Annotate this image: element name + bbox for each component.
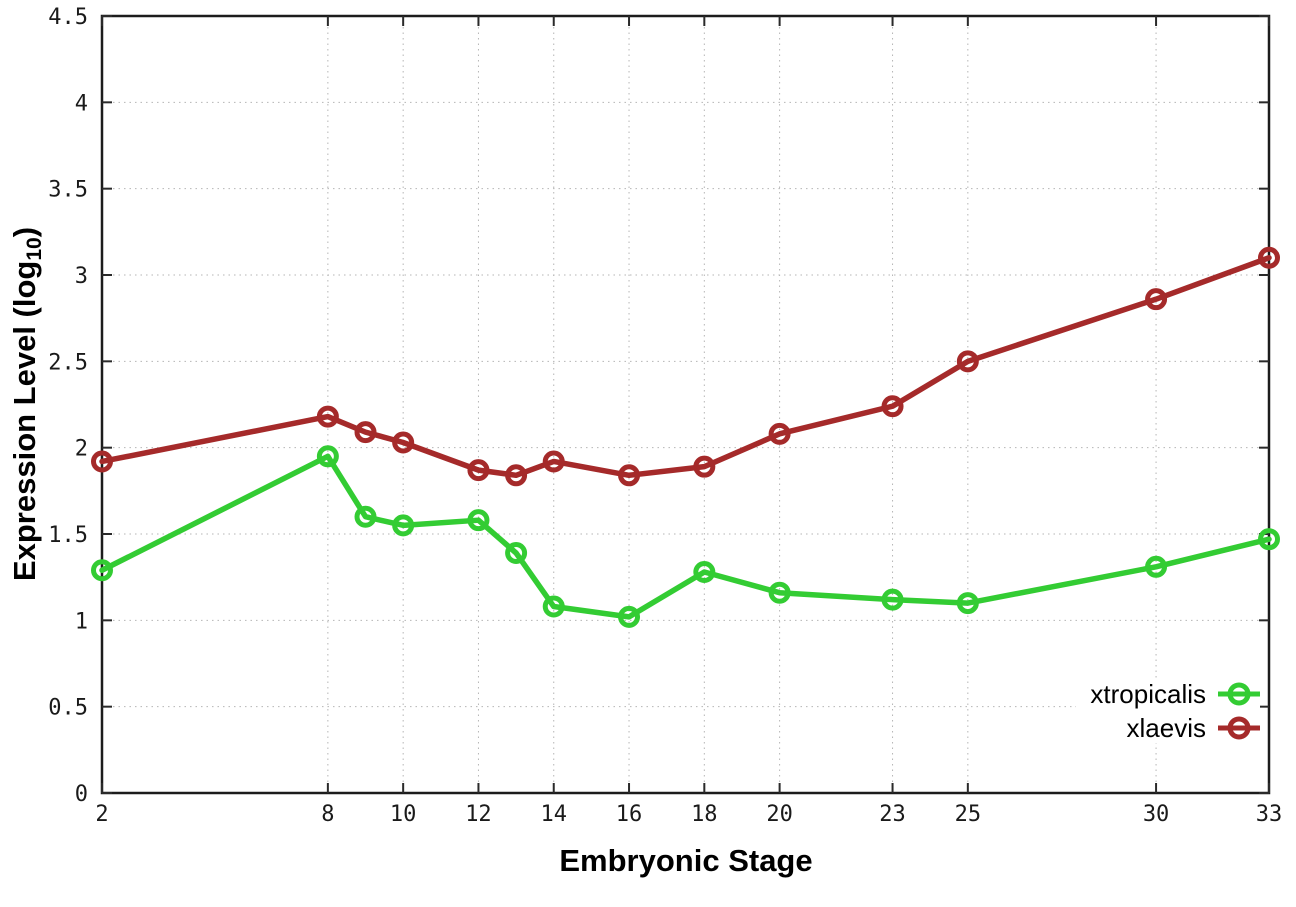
data-point-xtropicalis-18 bbox=[693, 560, 716, 583]
data-point-xtropicalis-14 bbox=[542, 595, 565, 618]
data-point-xlaevis-30 bbox=[1145, 288, 1168, 311]
data-point-xtropicalis-8 bbox=[316, 445, 339, 468]
data-point-xtropicalis-16 bbox=[618, 605, 641, 628]
x-tick-label: 12 bbox=[465, 802, 492, 827]
plot-border bbox=[100, 14, 1271, 795]
legend-marker-glyph bbox=[1227, 716, 1251, 740]
data-point-xtropicalis-20 bbox=[768, 581, 791, 604]
y-axis-title: Expression Level (log10) bbox=[7, 227, 47, 581]
y-tick-label: 2 bbox=[75, 437, 88, 462]
data-point-xtropicalis-10 bbox=[392, 514, 415, 537]
data-point-xlaevis-2 bbox=[91, 450, 113, 473]
data-point-xlaevis-33 bbox=[1258, 246, 1280, 269]
data-point-xlaevis-23 bbox=[881, 395, 904, 418]
x-tick-label: 8 bbox=[321, 802, 334, 827]
legend-marker-0 bbox=[1218, 682, 1260, 706]
legend: xtropicalis xlaevis bbox=[1076, 679, 1260, 743]
y-tick-label: 1.5 bbox=[48, 523, 88, 548]
y-tick-label: 2.5 bbox=[48, 350, 88, 375]
series-line-xtropicalis bbox=[99, 453, 1272, 620]
data-point-xlaevis-13 bbox=[505, 464, 528, 487]
data-point-xlaevis-25 bbox=[956, 350, 979, 373]
data-point-xlaevis-20 bbox=[768, 422, 791, 445]
data-point-xlaevis-9 bbox=[354, 421, 377, 444]
data-point-xlaevis-10 bbox=[392, 431, 415, 454]
x-tick-label: 18 bbox=[691, 802, 718, 827]
data-point-xlaevis-18 bbox=[693, 455, 716, 478]
x-tick-label: 33 bbox=[1256, 802, 1283, 827]
y-tick-label: 4.5 bbox=[48, 5, 88, 30]
data-point-xlaevis-16 bbox=[618, 464, 641, 487]
data-point-xtropicalis-9 bbox=[354, 505, 377, 528]
y-axis-title-text: Expression Level (log bbox=[7, 260, 42, 582]
legend-marker-1 bbox=[1218, 716, 1260, 740]
x-tick-label: 10 bbox=[390, 802, 417, 827]
x-tick-label: 23 bbox=[879, 802, 906, 827]
x-tick-label: 20 bbox=[766, 802, 793, 827]
y-tick-label: 3 bbox=[75, 264, 88, 289]
data-point-xtropicalis-25 bbox=[956, 592, 979, 615]
data-point-xlaevis-12 bbox=[467, 459, 490, 482]
legend-label: xlaevis bbox=[1126, 712, 1206, 743]
legend-marker-glyph bbox=[1227, 682, 1251, 706]
legend-label: xtropicalis bbox=[1090, 678, 1206, 709]
data-point-xlaevis-14 bbox=[542, 450, 565, 473]
y-tick-label: 0 bbox=[75, 782, 88, 807]
y-tick-label: 0.5 bbox=[48, 696, 88, 721]
x-tick-label: 25 bbox=[955, 802, 982, 827]
x-tick-label: 2 bbox=[95, 802, 108, 827]
data-point-xtropicalis-23 bbox=[881, 588, 904, 611]
data-point-xlaevis-8 bbox=[316, 405, 339, 428]
data-point-xtropicalis-33 bbox=[1258, 528, 1280, 551]
x-tick-label: 16 bbox=[616, 802, 643, 827]
series-line-xlaevis bbox=[99, 254, 1272, 479]
data-point-xtropicalis-13 bbox=[505, 541, 528, 564]
y-axis-title-subscript: 10 bbox=[23, 237, 46, 261]
legend-entry-xlaevis: xlaevis bbox=[1090, 713, 1260, 743]
y-axis-title-suffix: ) bbox=[7, 226, 42, 238]
y-tick-label: 4 bbox=[75, 91, 88, 116]
x-tick-label: 30 bbox=[1143, 802, 1170, 827]
data-point-xtropicalis-30 bbox=[1145, 555, 1168, 578]
x-axis-title: Embryonic Stage bbox=[559, 843, 813, 878]
x-tick-label: 14 bbox=[540, 802, 567, 827]
legend-entry-xtropicalis: xtropicalis bbox=[1090, 679, 1260, 709]
y-tick-label: 3.5 bbox=[48, 178, 88, 203]
data-point-xtropicalis-2 bbox=[91, 559, 113, 582]
y-tick-label: 1 bbox=[75, 609, 88, 634]
data-point-xtropicalis-12 bbox=[467, 509, 490, 532]
